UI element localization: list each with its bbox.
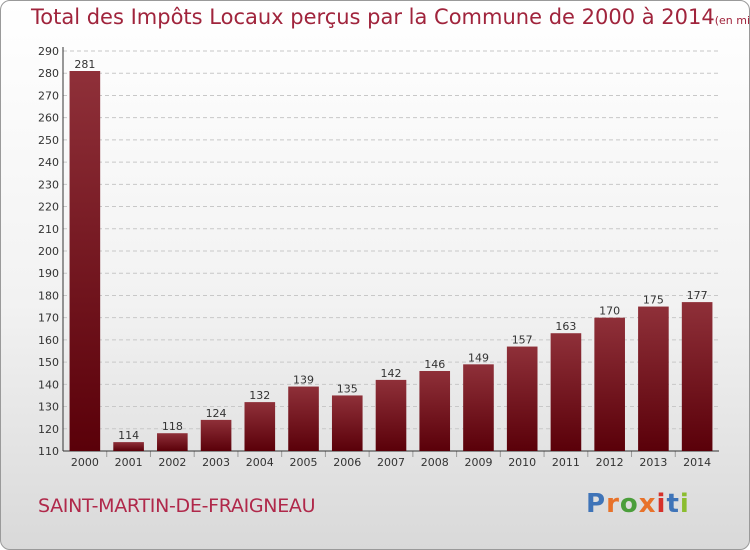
data-label: 149 — [468, 351, 489, 364]
bar — [200, 419, 232, 451]
x-tick-label: 2004 — [246, 456, 274, 469]
bar — [69, 71, 101, 451]
x-tick-label: 2011 — [552, 456, 580, 469]
logo-letter: i — [656, 489, 667, 519]
data-label: 132 — [249, 389, 270, 402]
commune-name: SAINT-MARTIN-DE-FRAIGNEAU — [38, 495, 316, 517]
bar — [506, 346, 538, 451]
data-labels: 281 114 118 124 132 139 135 142 146 149 157 163 170 1… — [74, 58, 707, 442]
x-tick-label: 2012 — [596, 456, 624, 469]
bar — [419, 371, 451, 451]
y-tick-label: 170 — [38, 312, 59, 325]
y-tick-label: 290 — [38, 45, 59, 58]
y-tick-label: 280 — [38, 67, 59, 80]
x-tick-label: 2007 — [377, 456, 405, 469]
data-label: 118 — [162, 420, 183, 433]
data-label: 135 — [337, 382, 358, 395]
bar — [244, 402, 276, 451]
bar — [638, 306, 669, 451]
x-tick-label: 2001 — [115, 456, 143, 469]
y-tick-label: 210 — [38, 223, 59, 236]
logo-letter: o — [619, 489, 639, 519]
x-tick-label: 2013 — [639, 456, 667, 469]
y-tick-label: 160 — [38, 334, 59, 347]
data-label: 281 — [74, 58, 95, 71]
x-tick-label: 2009 — [464, 456, 492, 469]
bar — [550, 333, 582, 451]
chart-title: Total des Impôts Locaux perçus par la Co… — [31, 5, 715, 29]
data-label: 163 — [555, 320, 576, 333]
logo-letter: i — [679, 489, 690, 519]
x-tick-label: 2014 — [683, 456, 711, 469]
data-label: 177 — [687, 289, 708, 302]
y-tick-label: 260 — [38, 112, 59, 125]
y-tick-label: 220 — [38, 201, 59, 214]
logo-letter: x — [638, 489, 657, 519]
logo-letter: P — [586, 489, 607, 519]
bar — [113, 442, 144, 451]
axes: 110 120 130 140 150 160 170 180 190 200 210 220 230 2… — [38, 45, 719, 469]
bar — [375, 379, 407, 451]
y-tick-label: 110 — [38, 445, 59, 458]
logo-letter: r — [606, 489, 620, 519]
chart-unit: (en milliers d'€) — [714, 14, 750, 27]
bar — [681, 302, 713, 451]
y-tick-label: 270 — [38, 89, 59, 102]
y-tick-label: 230 — [38, 178, 59, 191]
y-tick-label: 200 — [38, 245, 59, 258]
data-label: 142 — [381, 367, 402, 380]
y-tick-label: 150 — [38, 356, 59, 369]
x-tick-label: 2010 — [508, 456, 536, 469]
y-tick-label: 190 — [38, 267, 59, 280]
data-label: 157 — [512, 334, 533, 347]
y-tick-label: 240 — [38, 156, 59, 169]
proxiti-logo: Proxiti — [586, 489, 690, 519]
bar — [157, 433, 188, 451]
x-tick-label: 2006 — [333, 456, 361, 469]
chart-title-block: Total des Impôts Locaux perçus par la Co… — [31, 5, 750, 29]
y-tick-label: 130 — [38, 401, 59, 414]
bar — [331, 395, 363, 451]
data-label: 139 — [293, 374, 314, 387]
data-label: 175 — [643, 294, 664, 307]
y-tick-label: 120 — [38, 423, 59, 436]
logo-letter: t — [666, 489, 680, 519]
x-tick-label: 2002 — [158, 456, 186, 469]
y-tick-label: 140 — [38, 378, 59, 391]
data-label: 146 — [424, 358, 445, 371]
bar — [463, 364, 494, 451]
data-label: 170 — [599, 305, 620, 318]
y-tick-label: 180 — [38, 289, 59, 302]
bar — [594, 317, 625, 451]
y-tick-label: 250 — [38, 134, 59, 147]
bar — [288, 386, 319, 451]
data-label: 114 — [118, 429, 139, 442]
x-tick-label: 2000 — [71, 456, 99, 469]
bars — [69, 71, 713, 451]
x-tick-label: 2003 — [202, 456, 230, 469]
data-label: 124 — [206, 407, 227, 420]
x-tick-label: 2008 — [421, 456, 449, 469]
x-tick-label: 2005 — [290, 456, 318, 469]
